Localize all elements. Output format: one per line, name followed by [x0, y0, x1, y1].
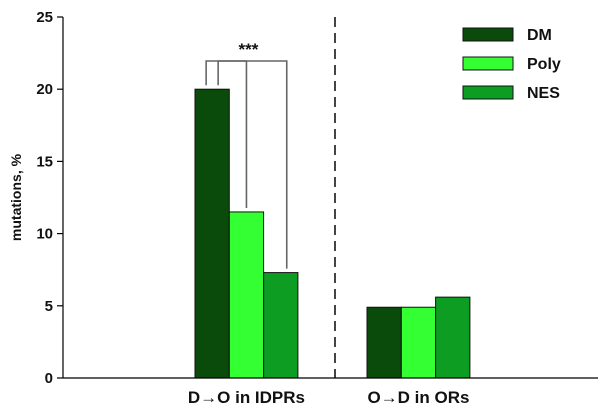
x-category-label: O→D in ORs	[367, 388, 469, 407]
bar-dm-idprs	[194, 88, 230, 379]
significance-label: ***	[239, 40, 259, 59]
y-tick-label: 5	[45, 298, 53, 315]
y-tick-label: 15	[36, 153, 53, 170]
legend-label-poly: Poly	[527, 56, 561, 73]
legend-swatch-dm	[462, 27, 514, 42]
bracket-dm-nes	[217, 60, 288, 269]
y-axis-title: mutations, %	[8, 153, 24, 241]
legend: DM Poly NES	[462, 27, 561, 102]
bar-dm-ors	[366, 306, 402, 379]
legend-swatch-poly	[462, 56, 514, 71]
legend-label-dm: DM	[527, 27, 552, 44]
bar-poly-idprs	[228, 211, 265, 379]
bar-nes-idprs	[263, 272, 299, 379]
legend-swatch-nes	[462, 85, 514, 100]
x-category-label: D→O in IDPRs	[188, 388, 305, 407]
y-axis-ticks: 0 5 10 15 20 25	[36, 9, 63, 387]
y-tick-label: 10	[36, 226, 53, 243]
x-axis-category-labels: D→O in IDPRs O→D in ORs	[188, 388, 470, 407]
bar-poly-ors	[400, 306, 437, 379]
legend-label-nes: NES	[527, 85, 560, 102]
y-tick-label: 25	[36, 9, 53, 26]
y-tick-label: 0	[45, 370, 53, 387]
bar-nes-ors	[435, 296, 471, 379]
significance-brackets	[205, 60, 288, 269]
bars	[194, 88, 471, 379]
y-tick-label: 20	[36, 81, 53, 98]
